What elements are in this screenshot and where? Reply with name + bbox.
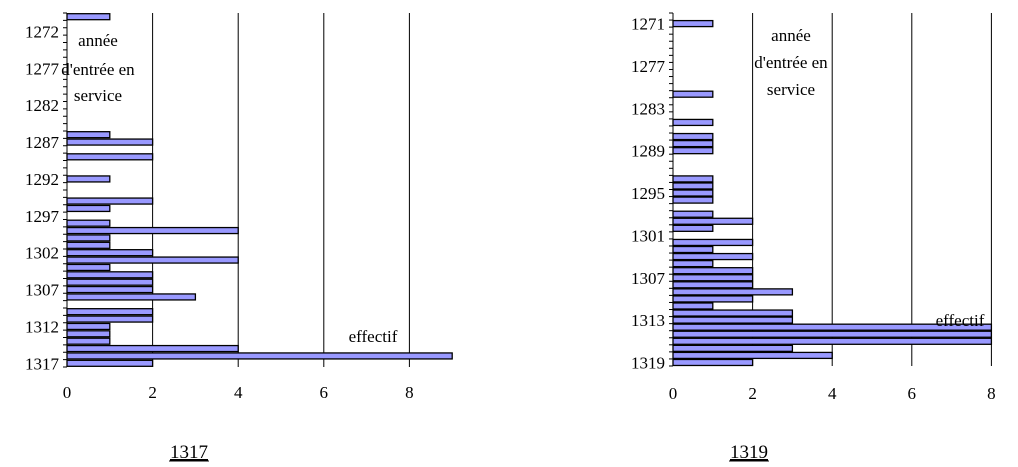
bar-1287	[66, 138, 154, 146]
y-tick-label: 1302	[25, 244, 59, 263]
bar-1303	[672, 245, 714, 254]
bar-1302	[66, 249, 154, 257]
bar-1304	[672, 252, 754, 261]
chart-1317: 1272 1277 1282 1287 1292 1297 1302 1307 1312 1317…	[25, 12, 453, 463]
bar-1302	[672, 238, 754, 247]
bar-1281	[672, 90, 714, 98]
bar-1270	[66, 13, 111, 21]
bar-1307	[66, 285, 154, 294]
bar-1295	[672, 189, 714, 197]
bar-1315	[672, 330, 993, 338]
bar-1288	[672, 139, 714, 148]
y-tick-label: 1319	[631, 354, 665, 373]
y-tick-label: 1295	[631, 184, 665, 203]
x-tick-label: 2	[148, 383, 157, 402]
bar-1304	[66, 263, 111, 272]
y-tick-label: 1283	[631, 99, 665, 118]
bar-1319	[672, 358, 754, 367]
bar-1313	[672, 316, 794, 324]
axis-annotation-line: d'entrée en	[61, 60, 135, 79]
x-tick-label: 6	[908, 384, 917, 403]
y-tick-label: 1313	[631, 311, 665, 330]
bar-1287	[672, 132, 714, 141]
bar-1305	[672, 259, 714, 268]
chart-caption: 1319	[730, 442, 768, 463]
bar-1317	[66, 359, 154, 367]
bar-1299	[66, 226, 239, 235]
bar-1298	[66, 219, 111, 227]
axis-annotation-line: année	[771, 26, 811, 45]
bar-1296	[66, 204, 111, 213]
bar-1295	[66, 197, 154, 205]
bar-1305	[66, 271, 154, 279]
bar-1293	[672, 175, 714, 183]
y-tick-label: 1292	[25, 170, 59, 189]
bar-1300	[66, 234, 111, 242]
bar-1309	[672, 288, 794, 296]
bar-1294	[672, 182, 714, 190]
axis-annotation-line: service	[74, 86, 122, 105]
x-tick-label: 8	[987, 384, 996, 403]
bar-1306	[66, 278, 154, 286]
y-tick-label: 1282	[25, 96, 59, 115]
bar-1299	[672, 217, 754, 225]
bar-1285	[672, 118, 714, 127]
bar-1310	[672, 295, 754, 303]
bar-1315	[66, 344, 239, 353]
bar-1300	[672, 224, 714, 232]
x-tick-label: 4	[234, 383, 243, 402]
x-tick-label: 8	[405, 383, 414, 402]
y-tick-label: 1307	[25, 281, 60, 300]
bar-1311	[66, 315, 154, 323]
y-tick-label: 1317	[25, 354, 60, 373]
y-tick-label: 1297	[25, 207, 60, 226]
y-tick-label: 1277	[631, 57, 666, 76]
value-annotation: effectif	[936, 311, 985, 330]
y-tick-label: 1287	[25, 133, 60, 152]
bar-1308	[66, 293, 197, 301]
bar-1311	[672, 302, 714, 310]
bar-1312	[66, 322, 111, 331]
y-tick-label: 1272	[25, 22, 59, 41]
bar-1289	[66, 153, 154, 161]
x-tick-label: 6	[320, 383, 329, 402]
bar-1317	[672, 344, 794, 353]
bar-1313	[66, 330, 111, 338]
y-tick-label: 1277	[25, 59, 60, 78]
x-tick-label: 4	[828, 384, 837, 403]
bar-1301	[66, 241, 111, 249]
y-tick-label: 1307	[631, 269, 666, 288]
bar-1271	[672, 19, 714, 28]
y-tick-label: 1271	[631, 15, 665, 34]
bar-1303	[66, 256, 239, 264]
bar-1308	[672, 281, 754, 289]
x-tick-label: 0	[669, 384, 678, 403]
y-tick-label: 1301	[631, 226, 665, 245]
axis-annotation-line: année	[78, 31, 118, 50]
bar-1318	[672, 351, 833, 360]
bar-1312	[672, 309, 794, 317]
bar-1314	[66, 337, 111, 345]
bar-1286	[66, 131, 111, 139]
y-tick-label: 1312	[25, 317, 59, 336]
chart-caption: 1317	[170, 442, 208, 463]
bar-1306	[672, 267, 754, 275]
axis-annotation-line: service	[767, 80, 815, 99]
bar-1289	[672, 147, 714, 155]
bar-1307	[672, 274, 754, 282]
axis-annotation-line: d'entrée en	[754, 53, 828, 72]
bar-1296	[672, 196, 714, 204]
bar-1316	[672, 337, 993, 345]
bar-1310	[66, 308, 154, 316]
bar-1292	[66, 175, 111, 183]
y-tick-label: 1289	[631, 142, 665, 161]
x-tick-label: 2	[748, 384, 757, 403]
x-tick-label: 0	[63, 383, 72, 402]
bar-1298	[672, 210, 714, 218]
value-annotation: effectif	[349, 327, 398, 346]
bar-1316	[66, 352, 453, 360]
